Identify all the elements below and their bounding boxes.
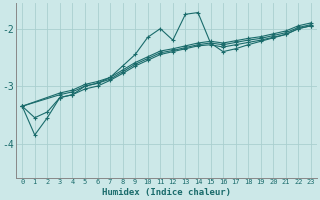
X-axis label: Humidex (Indice chaleur): Humidex (Indice chaleur) xyxy=(102,188,231,197)
